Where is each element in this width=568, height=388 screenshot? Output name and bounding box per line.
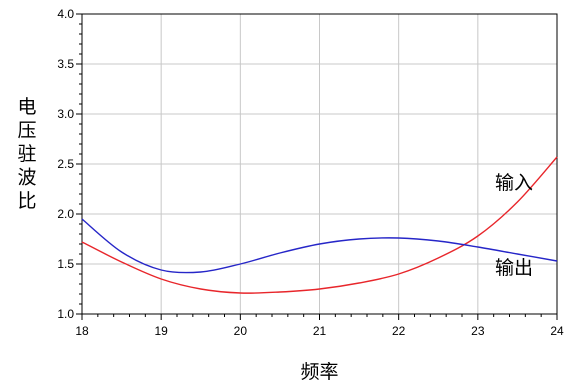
axis-ticks [76, 13, 558, 320]
series-label-output: 输出 [495, 257, 533, 279]
x-tick-label: 18 [75, 324, 89, 338]
x-tick-label: 19 [154, 324, 168, 338]
y-tick-label: 1.0 [57, 307, 74, 321]
y-tick-label: 2.0 [57, 207, 74, 221]
y-axis-title-char: 波 [17, 167, 36, 189]
series-line-input [81, 156, 558, 294]
x-axis-title: 频率 [300, 361, 338, 383]
y-axis-title-char: 比 [17, 190, 36, 212]
series-lines [81, 156, 558, 294]
x-tick-label: 21 [313, 324, 327, 338]
tick-labels: 18 19 20 21 22 23 24 1.0 1.5 2.0 2.5 3.0 3.5 4.0 [57, 7, 564, 338]
grid-lines [82, 14, 557, 314]
y-tick-label: 1.5 [57, 257, 74, 271]
x-tick-label: 23 [471, 324, 485, 338]
x-tick-label: 20 [234, 324, 248, 338]
series-label-input: 输入 [495, 172, 533, 194]
y-tick-label: 3.0 [57, 107, 74, 121]
y-axis-title-char: 压 [17, 120, 36, 142]
series-line-output [81, 218, 558, 274]
y-tick-label: 4.0 [57, 7, 74, 21]
x-tick-label: 24 [550, 324, 564, 338]
x-tick-label: 22 [392, 324, 406, 338]
y-tick-label: 2.5 [57, 157, 74, 171]
y-axis-title-char: 驻 [17, 143, 36, 165]
y-tick-label: 3.5 [57, 57, 74, 71]
y-axis-title-char: 电 [17, 96, 36, 118]
